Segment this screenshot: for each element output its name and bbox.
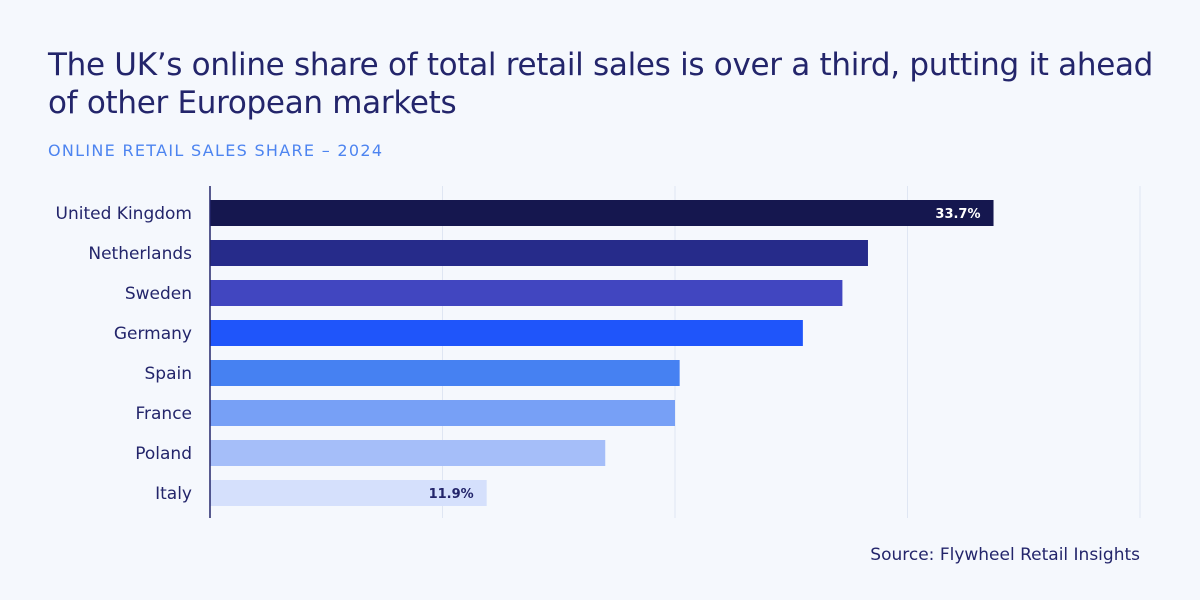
bar-france (210, 400, 675, 426)
bar-germany (210, 320, 803, 346)
category-label: United Kingdom (56, 204, 192, 224)
data-label: 11.9% (429, 487, 474, 502)
category-labels: United Kingdom Netherlands Sweden Germany Sp… (56, 204, 193, 504)
category-label: Italy (155, 484, 192, 504)
data-label: 33.7% (935, 207, 980, 222)
gridlines (442, 186, 1141, 518)
bar-sweden (210, 280, 843, 306)
chart-title: The UK’s online share of total retail sa… (48, 47, 1154, 121)
chart-subtitle: ONLINE RETAIL SALES SHARE – 2024 (48, 141, 384, 160)
bar-italy (210, 480, 487, 506)
category-label: Sweden (125, 284, 192, 304)
category-label: France (135, 404, 192, 424)
category-label: Poland (135, 444, 192, 464)
category-label: Netherlands (88, 244, 192, 264)
bar-spain (210, 360, 680, 386)
bars: 33.7% 11.9% (210, 200, 994, 506)
source-note: Source: Flywheel Retail Insights (870, 545, 1140, 565)
bar-poland (210, 440, 606, 466)
bar-netherlands (210, 240, 868, 266)
category-label: Germany (114, 324, 192, 344)
bar-united-kingdom (210, 200, 994, 226)
category-label: Spain (145, 364, 193, 384)
